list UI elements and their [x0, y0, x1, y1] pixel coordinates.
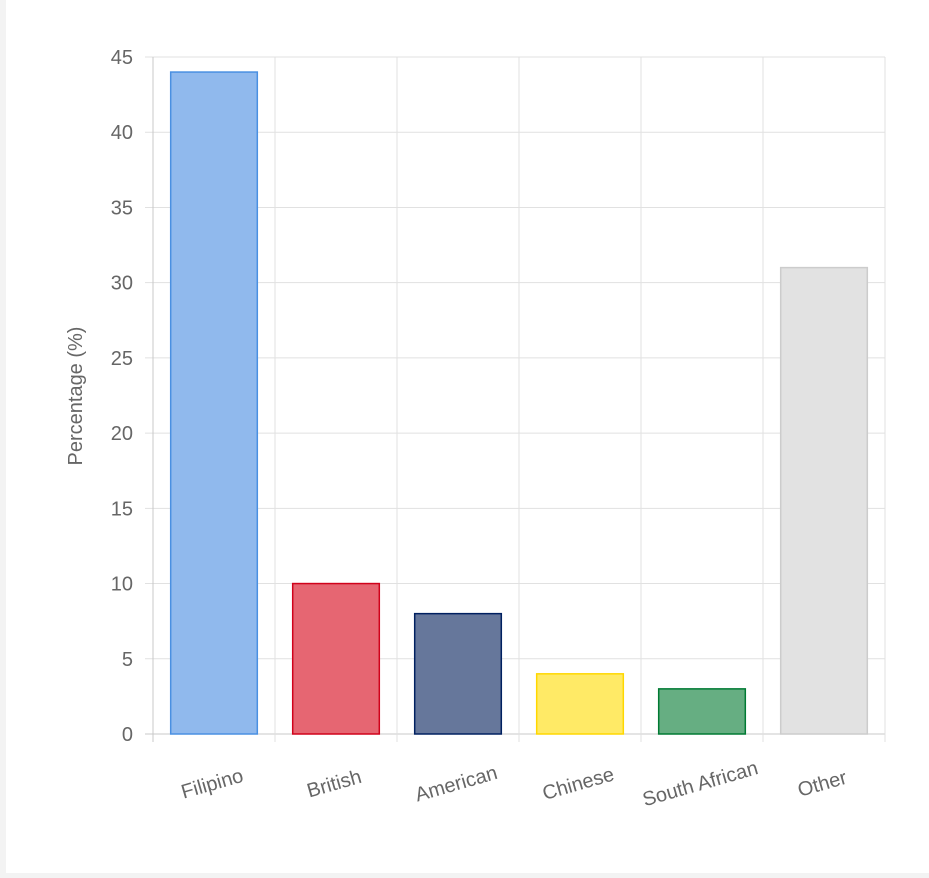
x-tick-label: British	[305, 766, 364, 802]
bar-layer	[169, 71, 869, 735]
x-tick-label: Chinese	[540, 764, 617, 805]
y-axis-label: Percentage (%)	[65, 327, 87, 466]
y-tick-label: 45	[111, 47, 133, 69]
x-tick-label: Filipino	[179, 765, 246, 804]
y-tick-label: 5	[122, 649, 133, 671]
x-tick-label: Other	[795, 767, 849, 802]
y-tick-label: 25	[111, 348, 133, 370]
x-tick-label: American	[413, 762, 500, 806]
bar-chart: 0 5 10 15 20 25 30 35 40 45 Filipino British America…	[65, 47, 886, 811]
chart-page: 0 5 10 15 20 25 30 35 40 45 Filipino British America…	[6, 0, 929, 873]
bar-british	[291, 582, 381, 735]
bar-other	[779, 266, 869, 735]
y-tick-label: 20	[111, 423, 133, 445]
y-tick-label: 10	[111, 574, 133, 596]
y-tick-label: 35	[111, 197, 133, 219]
y-tick-label: 15	[111, 498, 133, 520]
bar-chinese	[535, 673, 625, 735]
x-tick-label: South African	[640, 757, 760, 811]
bar-filipino	[169, 71, 259, 735]
bar-american	[413, 612, 503, 735]
y-tick-label: 30	[111, 273, 133, 295]
grid-layer	[145, 56, 886, 742]
bar-south-african	[657, 688, 747, 735]
y-tick-label: 40	[111, 122, 133, 144]
y-tick-label: 0	[122, 724, 133, 746]
